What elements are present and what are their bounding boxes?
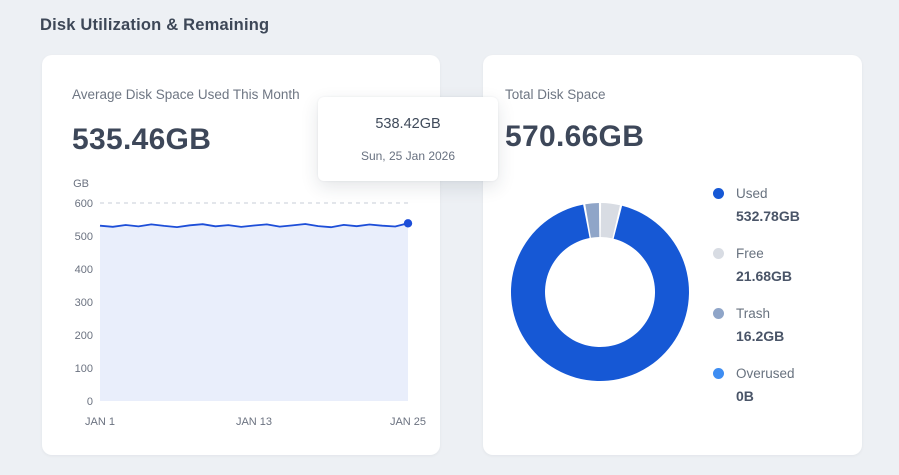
- legend-label: Overused: [736, 366, 795, 381]
- total-disk-space-card: Total Disk Space 570.66GB Used 532.78GB Fr…: [483, 55, 862, 455]
- legend-value: 532.78GB: [736, 208, 800, 224]
- legend-label: Free: [736, 246, 764, 261]
- svg-text:500: 500: [75, 231, 93, 243]
- legend-value: 16.2GB: [736, 328, 785, 344]
- chart-tooltip: 538.42GB Sun, 25 Jan 2026: [318, 97, 498, 181]
- legend-item-free[interactable]: Free 21.68GB: [713, 245, 800, 284]
- tooltip-value: 538.42GB: [375, 116, 441, 132]
- donut-slice-trash: [585, 203, 600, 238]
- svg-text:100: 100: [75, 363, 93, 375]
- legend-item-trash[interactable]: Trash 16.2GB: [713, 305, 800, 344]
- line-chart-svg[interactable]: GB 0 100 200 300 400 500 600 JAN 1 JAN 13 JAN 25: [56, 177, 436, 435]
- svg-text:GB: GB: [73, 178, 89, 190]
- legend-dot-icon: [713, 248, 724, 259]
- legend-item-overused[interactable]: Overused 0B: [713, 365, 800, 404]
- svg-text:600: 600: [75, 198, 93, 210]
- svg-text:JAN 25: JAN 25: [390, 416, 426, 428]
- svg-text:200: 200: [75, 330, 93, 342]
- svg-text:JAN 1: JAN 1: [85, 416, 115, 428]
- page-title: Disk Utilization & Remaining: [40, 16, 270, 34]
- chart-endpoint-dot: [403, 219, 413, 228]
- donut-legend: Used 532.78GB Free 21.68GB Trash 16.2GB Overus…: [713, 185, 800, 404]
- disk-space-donut-chart[interactable]: [505, 197, 695, 387]
- legend-dot-icon: [713, 188, 724, 199]
- legend-value: 0B: [736, 388, 754, 404]
- legend-item-used[interactable]: Used 532.78GB: [713, 185, 800, 224]
- total-disk-space-label: Total Disk Space: [505, 87, 606, 102]
- svg-text:0: 0: [87, 396, 93, 408]
- legend-dot-icon: [713, 308, 724, 319]
- legend-dot-icon: [713, 368, 724, 379]
- donut-slice-free: [600, 203, 620, 239]
- avg-disk-space-value: 535.46GB: [72, 123, 212, 156]
- disk-usage-line-chart[interactable]: GB 0 100 200 300 400 500 600 JAN 1 JAN 13 JAN 25: [56, 177, 436, 435]
- donut-slice-used: [510, 204, 689, 382]
- avg-disk-space-label: Average Disk Space Used This Month: [72, 87, 300, 102]
- legend-label: Trash: [736, 306, 771, 321]
- legend-value: 21.68GB: [736, 268, 793, 284]
- donut-chart-svg[interactable]: [505, 197, 695, 387]
- svg-text:300: 300: [75, 297, 93, 309]
- legend-label: Used: [736, 186, 768, 201]
- svg-text:JAN 13: JAN 13: [236, 416, 272, 428]
- svg-text:400: 400: [75, 264, 93, 276]
- tooltip-date: Sun, 25 Jan 2026: [360, 149, 456, 163]
- total-disk-space-value: 570.66GB: [505, 120, 645, 153]
